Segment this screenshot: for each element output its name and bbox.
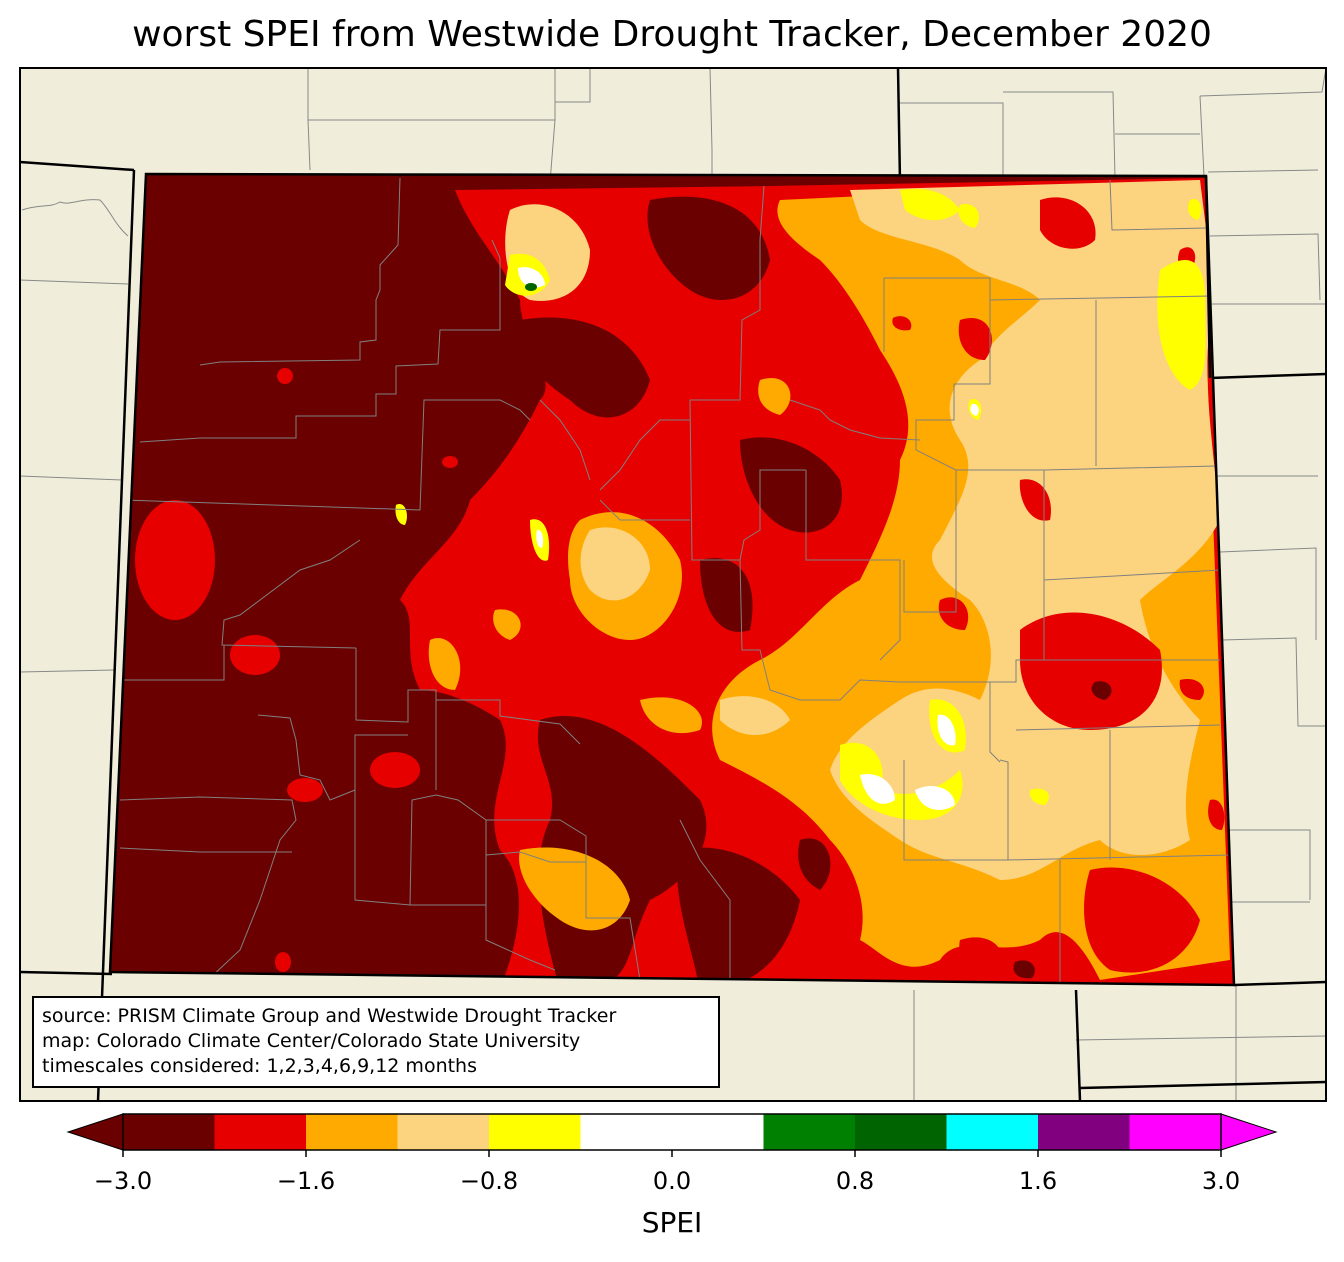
source-line-1: source: PRISM Climate Group and Westwide…	[42, 1005, 617, 1027]
colorbar-bin	[306, 1114, 398, 1150]
colorbar-tick-label: 0.8	[835, 1167, 875, 1195]
colorbar-bin	[672, 1114, 764, 1150]
neighbor-county-lines	[20, 68, 1326, 1101]
colorbar-bin	[763, 1114, 856, 1150]
colorbar-extend-low	[66, 1113, 124, 1151]
colorbar-tick-label: −1.6	[276, 1167, 336, 1195]
colorbar-bin	[946, 1114, 1039, 1150]
colorbar-tick-label: 1.6	[1018, 1167, 1058, 1195]
county-lines	[116, 177, 1231, 985]
colorbar-title: SPEI	[641, 1206, 703, 1239]
colorbar-tick-label: −3.0	[93, 1167, 153, 1195]
colorbar-bin	[1129, 1114, 1222, 1150]
colorbar-tick-label: 0.0	[652, 1167, 692, 1195]
colorbar-bin	[1038, 1114, 1130, 1150]
source-line-3: timescales considered: 1,2,3,4,6,9,12 mo…	[42, 1055, 477, 1077]
map-title: worst SPEI from Westwide Drought Tracker…	[132, 14, 1212, 55]
colorado-border	[108, 172, 1236, 987]
colorbar-bin	[855, 1114, 947, 1150]
colorbar	[66, 1113, 1278, 1157]
colorbar-bin	[489, 1114, 581, 1150]
colorbar-bin	[123, 1114, 215, 1150]
colorbar-bin	[397, 1114, 490, 1150]
spei-field	[110, 174, 1234, 985]
colorbar-tick-label: 3.0	[1201, 1167, 1241, 1195]
colorbar-extend-high	[1220, 1113, 1278, 1151]
map-frame	[19, 67, 1327, 1102]
colorbar-bin	[580, 1114, 673, 1150]
colorbar-tick-label: −0.8	[459, 1167, 519, 1195]
source-line-2: map: Colorado Climate Center/Colorado St…	[42, 1030, 581, 1052]
state-borders	[20, 68, 1326, 1101]
colorbar-bin	[214, 1114, 307, 1150]
source-box: source: PRISM Climate Group and Westwide…	[32, 996, 720, 1088]
